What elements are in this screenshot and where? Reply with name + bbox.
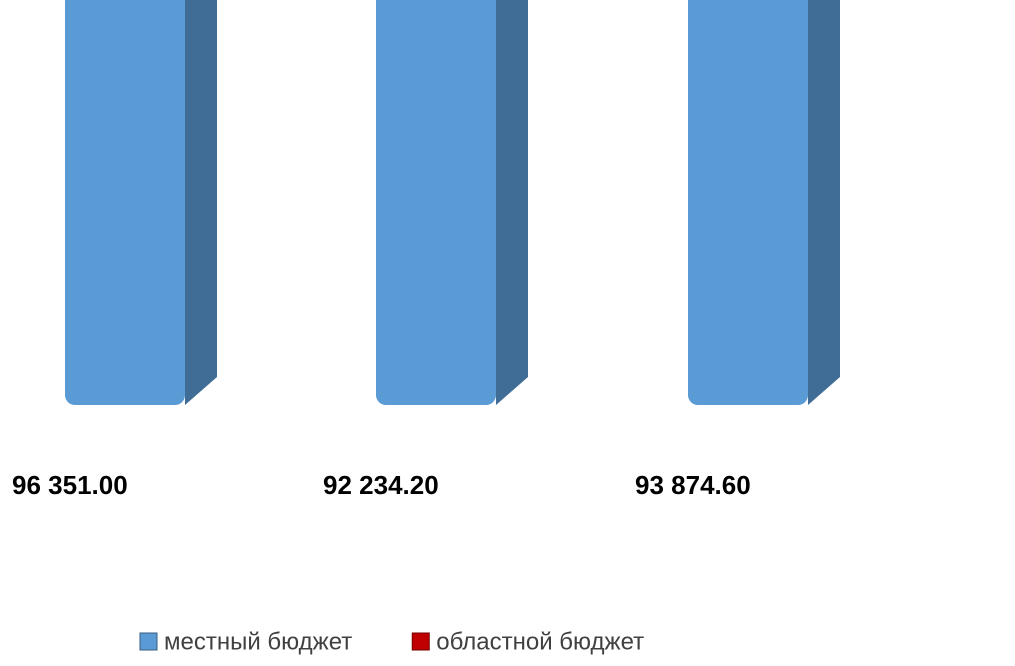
total-label: 96 351.00: [12, 470, 128, 500]
bar-side: [496, 0, 528, 405]
legend-label: местный бюджет: [164, 628, 352, 655]
bar: [65, 0, 185, 405]
legend-label: областной бюджет: [436, 628, 644, 655]
bar: [376, 0, 496, 405]
legend-marker: [411, 632, 430, 651]
legend-marker: [139, 632, 158, 651]
bar-side: [185, 0, 217, 405]
bar-side: [808, 0, 840, 405]
total-label: 93 874.60: [635, 470, 751, 500]
total-label: 92 234.20: [323, 470, 439, 500]
bar: [688, 0, 808, 405]
